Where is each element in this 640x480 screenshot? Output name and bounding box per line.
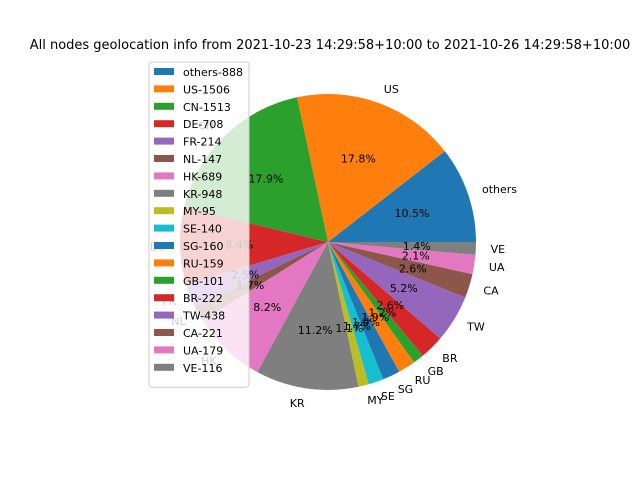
legend-entry-ua: UA-179 [183,344,223,357]
legend-entry-others: others-888 [183,66,243,79]
legend-swatch-hk [154,172,174,180]
legend-swatch-br [154,294,174,302]
legend-entry-ru: RU-159 [183,257,224,270]
legend-swatch-sg [154,242,174,249]
legend-entry-my: MY-95 [183,205,216,218]
slice-percent-ve: 1.4% [403,240,431,253]
slice-percent-hk: 8.2% [253,301,281,314]
legend-swatch-ve [154,363,174,371]
slice-label-ca: CA [483,284,499,297]
slice-percent-tw: 5.2% [390,282,418,295]
slice-label-se: SE [381,390,395,403]
legend-swatch-others [154,68,174,75]
legend-swatch-ua [154,346,174,354]
slice-label-ve: VE [491,243,506,256]
slice-percent-others: 10.5% [395,207,430,220]
slice-label-gb: GB [428,365,444,378]
legend-entry-cn: CN-1513 [183,101,231,114]
legend-swatch-cn [154,102,174,110]
legend-entry-tw: TW-438 [182,310,225,323]
legend-swatch-ca [154,329,174,336]
legend-entry-sg: SG-160 [183,240,223,253]
legend-entry-fr: FR-214 [183,136,222,149]
slice-percent-my: 1.1% [335,322,363,335]
legend-entry-de: DE-708 [183,118,223,131]
slice-percent-kr: 11.2% [298,324,333,337]
slice-label-sg: SG [398,383,414,396]
slice-label-ru: RU [415,374,431,387]
chart-title: All nodes geolocation info from 2021-10-… [30,38,631,53]
pie-slice-tw [328,242,466,339]
slice-label-kr: KR [290,397,305,410]
slice-label-us: US [384,83,399,96]
legend-swatch-nl [154,155,174,162]
slice-percent-ru: 1.9% [361,311,389,324]
legend-swatch-de [154,120,174,128]
legend-entry-br: BR-222 [183,292,223,305]
pie-slice-us [297,93,445,242]
legend-swatch-kr [154,189,174,197]
legend-entry-ca: CA-221 [183,327,223,340]
slice-percent-sg: 1.9% [352,316,380,329]
legend-entry-se: SE-140 [183,223,222,236]
legend-entry-hk: HK-689 [183,170,222,183]
pie-slice-se [328,242,384,385]
pie-slice-sg [328,242,400,380]
pie-slice-kr [257,242,359,390]
legend-entry-kr: KR-948 [183,188,222,201]
slice-label-my: MY [367,394,383,407]
legend-swatch-gb [154,276,174,284]
legend-swatch-fr [154,137,174,145]
slice-percent-ua: 2.1% [402,250,430,263]
slice-label-br: BR [442,352,458,365]
slice-label-others: others [482,183,517,196]
pie-slice-gb [328,242,423,363]
pie-slice-ru [328,242,415,372]
legend: others-888 US-1506 CN-1513 DE-708 FR-214 NL-1… [148,61,250,388]
legend-entry-nl: NL-147 [183,153,222,166]
legend-swatch-my [154,207,174,215]
slice-percent-cn: 17.9% [249,173,284,186]
pie-slice-ca [328,242,473,298]
legend-entry-us: US-1506 [183,83,230,96]
pie-slice-ve [328,242,477,255]
pie-slice-others [328,151,476,242]
pie-slices [180,93,477,390]
slice-percent-gb: 1.2% [368,306,396,319]
slice-percent-se: 1.7% [343,320,371,333]
legend-swatch-ru [154,259,174,267]
pie-slice-my [328,242,369,387]
slice-label-ua: UA [489,261,505,274]
slice-percent-ca: 2.6% [399,262,427,275]
legend-entry-ve: VE-116 [183,362,222,375]
slice-label-tw: TW [466,321,485,334]
legend-entry-gb: GB-101 [183,275,224,288]
slice-percent-us: 17.8% [341,153,376,166]
legend-swatch-us [154,85,174,93]
pie-slice-ua [328,242,476,275]
slice-percent-br: 2.6% [376,299,404,312]
legend-swatch-tw [154,311,174,319]
legend-swatch-se [154,224,174,232]
pie-slice-br [328,242,441,356]
